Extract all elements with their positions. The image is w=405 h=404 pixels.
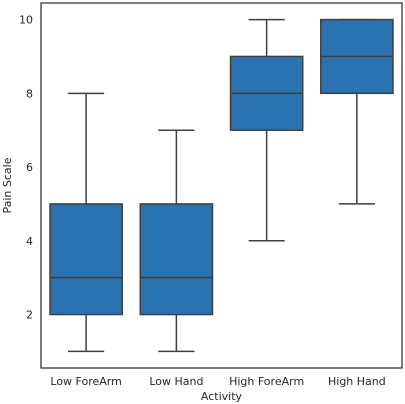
y-tick-label: 2 [26,309,33,322]
x-axis-label: Activity [201,390,243,403]
y-tick-label: 4 [26,235,33,248]
y-tick-label: 8 [26,87,33,100]
plot-frame [40,2,403,369]
x-tick-label: High ForeArm [229,375,304,388]
box-group-2 [139,129,214,353]
boxes-layer [49,18,394,353]
iqr-box [49,203,123,316]
y-tick-label: 6 [26,161,33,174]
iqr-box [139,203,214,316]
box-group-3 [229,18,304,242]
y-tick-label: 10 [19,14,33,27]
y-axis-label: Pain Scale [1,157,14,213]
x-tick-label: High Hand [328,375,386,388]
x-axis-ticks: Low ForeArm Low Hand High ForeArm High Hand [50,375,385,388]
box-group-4 [320,18,394,205]
x-tick-label: Low Hand [149,375,203,388]
y-axis-ticks: 2 4 6 8 10 [19,14,33,322]
x-tick-label: Low ForeArm [50,375,121,388]
box-group-1 [49,92,123,353]
